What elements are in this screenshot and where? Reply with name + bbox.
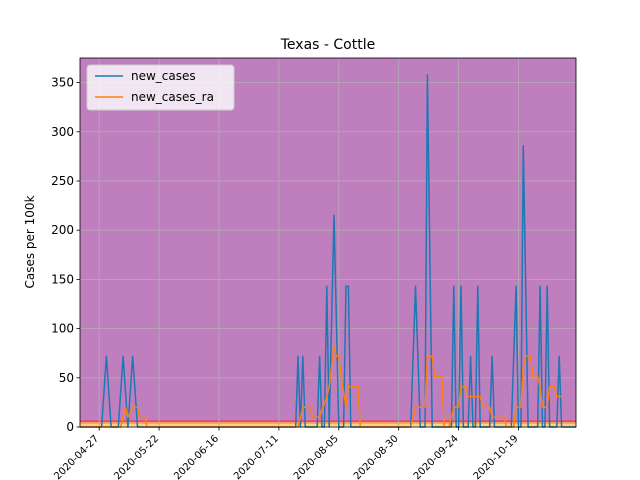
y-tick-label-7: 350 [51, 76, 74, 90]
y-tick-label-0: 0 [66, 420, 74, 434]
plot-area [79, 57, 577, 428]
background-band-0 [80, 426, 576, 427]
x-tick-label-0: 2020-04-27 [52, 433, 101, 480]
x-tick-label-2: 2020-06-16 [172, 433, 221, 480]
y-tick-label-2: 100 [51, 322, 74, 336]
y-tick-label-5: 250 [51, 174, 74, 188]
background-band-2 [80, 422, 576, 425]
background-band-1 [80, 424, 576, 427]
plot-frame [79, 57, 577, 428]
y-tick-label-3: 150 [51, 272, 74, 286]
x-axis: 2020-04-27 2020-05-22 2020-06-16 2020-07-11… [52, 427, 521, 480]
legend-label-new-cases: new_cases [131, 69, 196, 83]
y-axis-label: Cases per 100k [23, 195, 37, 288]
x-tick-label-6: 2020-09-24 [412, 433, 461, 480]
y-tick-label-4: 200 [51, 223, 74, 237]
x-tick-label-5: 2020-08-30 [352, 433, 401, 480]
legend: new_cases new_cases_ra [86, 64, 235, 111]
y-tick-label-1: 50 [59, 371, 74, 385]
background-band-3 [80, 420, 576, 423]
x-tick-label-1: 2020-05-22 [112, 433, 161, 480]
x-tick-label-7: 2020-10-19 [472, 433, 521, 480]
chart-title: Texas - Cottle [280, 37, 375, 53]
x-tick-label-3: 2020-07-11 [232, 433, 281, 480]
y-tick-label-6: 300 [51, 125, 74, 139]
y-axis: 0 50 100 150 200 250 300 350 [51, 76, 80, 434]
legend-label-new-cases-ra: new_cases_ra [131, 90, 214, 104]
legend-box [86, 64, 235, 111]
x-tick-label-4: 2020-08-05 [292, 433, 341, 480]
